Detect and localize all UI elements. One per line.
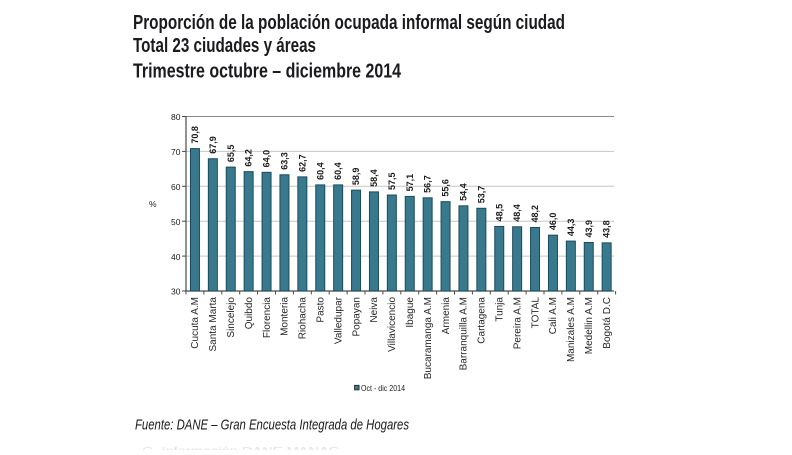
svg-text:Cartagena: Cartagena	[477, 297, 488, 344]
svg-text:Ibague: Ibague	[405, 297, 416, 328]
svg-text:43,9: 43,9	[584, 220, 594, 238]
svg-text:Sincelejo: Sincelejo	[226, 297, 237, 338]
svg-text:Proporción de la población ocu: Proporción de la población ocupada infor…	[133, 12, 565, 34]
svg-text:70: 70	[171, 147, 181, 157]
svg-text:63,3: 63,3	[279, 152, 289, 170]
svg-text:Valledupar: Valledupar	[333, 296, 344, 344]
svg-text:46,0: 46,0	[548, 213, 558, 231]
svg-text:44,3: 44,3	[566, 219, 576, 237]
svg-text:67,9: 67,9	[208, 136, 218, 154]
svg-text:64,2: 64,2	[244, 149, 254, 167]
svg-text:Riohacha: Riohacha	[298, 297, 309, 340]
svg-text:Fuente: DANE – Gran Encuesta I: Fuente: DANE – Gran Encuesta Integrada d…	[135, 417, 409, 433]
svg-text:TOTAL: TOTAL	[530, 297, 541, 329]
svg-text:Pasto: Pasto	[315, 297, 326, 323]
svg-text:56,7: 56,7	[423, 175, 433, 193]
svg-text:57,5: 57,5	[387, 172, 397, 190]
svg-text:Pereira A.M: Pereira A.M	[512, 297, 523, 349]
svg-text:Bogotá D.C: Bogotá D.C	[602, 297, 613, 349]
svg-text:Tunja: Tunja	[494, 297, 505, 322]
svg-text:30: 30	[171, 287, 181, 297]
svg-text:Cucuta A.M: Cucuta A.M	[190, 297, 201, 349]
svg-text:Santa Marta: Santa Marta	[208, 297, 219, 352]
svg-text:Trimestre octubre – diciembre: Trimestre octubre – diciembre 2014	[133, 61, 402, 83]
svg-text:80: 80	[171, 112, 181, 122]
svg-text:48,5: 48,5	[494, 204, 504, 222]
svg-text:53,7: 53,7	[476, 186, 486, 204]
svg-text:Popayan: Popayan	[351, 297, 362, 336]
svg-text:55,6: 55,6	[441, 179, 451, 197]
svg-text:Cali A.M: Cali A.M	[548, 297, 559, 334]
svg-text:60,4: 60,4	[315, 162, 325, 180]
svg-text:Bucaramanga A.M: Bucaramanga A.M	[423, 297, 434, 379]
svg-text:Florencia: Florencia	[262, 297, 273, 339]
svg-text:58,9: 58,9	[351, 168, 361, 186]
svg-text:60,4: 60,4	[333, 162, 343, 180]
svg-text:Oct - dic 2014: Oct - dic 2014	[361, 383, 405, 393]
svg-text:50: 50	[171, 217, 181, 227]
svg-text:Manizales A.M: Manizales A.M	[566, 297, 577, 362]
svg-text:48,2: 48,2	[530, 205, 540, 223]
svg-text:64,0: 64,0	[262, 150, 272, 168]
svg-text:G. Información DANE MANAG: G. Información DANE MANAG	[142, 445, 340, 450]
svg-text:Villavicencio: Villavicencio	[387, 297, 398, 352]
svg-text:Quibdo: Quibdo	[244, 297, 255, 330]
svg-text:Neiva: Neiva	[369, 297, 380, 323]
svg-text:57,1: 57,1	[405, 174, 415, 192]
svg-text:Monteria: Monteria	[280, 297, 291, 336]
svg-text:60: 60	[171, 182, 181, 192]
svg-text:Medellin A.M: Medellin A.M	[584, 297, 595, 354]
svg-text:Armenia: Armenia	[441, 297, 452, 335]
svg-text:48,4: 48,4	[512, 204, 522, 222]
svg-text:Total 23 ciudades y áreas: Total 23 ciudades y áreas	[133, 35, 316, 57]
svg-text:58,4: 58,4	[369, 169, 379, 187]
svg-text:70,8: 70,8	[190, 126, 200, 144]
svg-text:62,7: 62,7	[297, 154, 307, 172]
svg-text:%: %	[149, 199, 157, 209]
svg-text:40: 40	[171, 252, 181, 262]
svg-text:43,8: 43,8	[602, 220, 612, 238]
svg-text:54,4: 54,4	[458, 183, 468, 201]
svg-text:65,5: 65,5	[226, 145, 236, 163]
svg-text:Barranquilla A.M: Barranquilla A.M	[459, 297, 470, 370]
